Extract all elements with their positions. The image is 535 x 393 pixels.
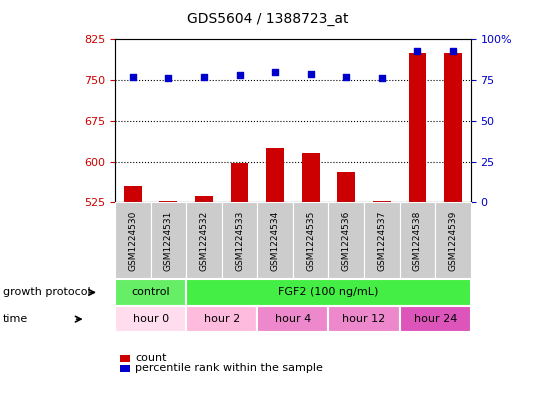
Text: hour 4: hour 4 xyxy=(275,314,311,324)
Bar xyxy=(302,153,319,202)
Bar xyxy=(373,201,391,202)
Bar xyxy=(124,186,142,202)
Text: hour 2: hour 2 xyxy=(204,314,240,324)
Text: GSM1224530: GSM1224530 xyxy=(128,211,137,271)
Bar xyxy=(159,201,177,202)
Text: percentile rank within the sample: percentile rank within the sample xyxy=(135,363,323,373)
Text: GSM1224533: GSM1224533 xyxy=(235,211,244,271)
Text: hour 24: hour 24 xyxy=(414,314,457,324)
Text: control: control xyxy=(131,287,170,298)
Bar xyxy=(338,173,355,202)
Bar xyxy=(195,196,213,202)
Text: GSM1224534: GSM1224534 xyxy=(271,211,280,271)
Text: growth protocol: growth protocol xyxy=(3,287,90,298)
Text: count: count xyxy=(135,353,167,364)
Bar xyxy=(409,53,426,202)
Point xyxy=(271,69,279,75)
Text: GSM1224538: GSM1224538 xyxy=(413,211,422,271)
Text: GSM1224539: GSM1224539 xyxy=(448,211,457,271)
Bar xyxy=(231,163,248,202)
Text: hour 12: hour 12 xyxy=(342,314,386,324)
Point xyxy=(200,73,208,80)
Text: GDS5604 / 1388723_at: GDS5604 / 1388723_at xyxy=(187,12,348,26)
Text: GSM1224535: GSM1224535 xyxy=(306,211,315,271)
Point xyxy=(164,75,173,82)
Text: GSM1224531: GSM1224531 xyxy=(164,211,173,271)
Text: GSM1224532: GSM1224532 xyxy=(200,211,209,271)
Point xyxy=(307,70,315,77)
Text: hour 0: hour 0 xyxy=(133,314,169,324)
Point xyxy=(235,72,244,78)
Text: time: time xyxy=(3,314,28,324)
Text: GSM1224537: GSM1224537 xyxy=(377,211,386,271)
Point xyxy=(342,73,350,80)
Point xyxy=(128,73,137,80)
Bar xyxy=(266,148,284,202)
Text: FGF2 (100 ng/mL): FGF2 (100 ng/mL) xyxy=(278,287,379,298)
Point xyxy=(413,48,422,54)
Text: GSM1224536: GSM1224536 xyxy=(342,211,351,271)
Bar xyxy=(444,53,462,202)
Point xyxy=(378,75,386,82)
Point xyxy=(449,48,457,54)
